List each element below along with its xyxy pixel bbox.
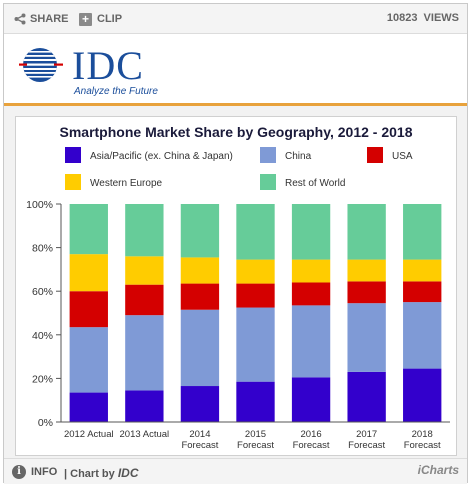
y-tick-label: 100% [26,199,53,211]
x-tick-label: Forecast [293,440,330,451]
bar-segment [347,371,386,422]
bar-segment [180,309,220,387]
legend-label: USA [392,151,413,162]
widget-toolbar: SHARE + CLIP 10823 VIEWS [4,4,467,34]
x-tick-label: 2018 [412,429,433,440]
icharts-label: iCharts [417,463,459,477]
bar-segment [69,327,108,393]
chart-by-brand: IDC [117,466,139,480]
x-tick-label: Forecast [348,440,385,451]
stacked-bar-chart: Smartphone Market Share by Geography, 20… [26,124,450,451]
chart-by-prefix: | Chart by [64,468,115,480]
bar-segment [291,305,331,378]
x-tick-label: 2014 [189,429,210,440]
plus-icon: + [79,12,92,26]
bar-segment [403,302,442,369]
x-tick-label: Forecast [404,440,441,451]
bar-segment [236,307,275,382]
x-tick-label: 2013 Actual [120,429,170,440]
bar-segment [180,386,220,422]
share-label: SHARE [30,13,69,25]
bar-segment [403,281,442,303]
y-tick-label: 20% [32,373,53,385]
chart-box: Smartphone Market Share by Geography, 20… [15,116,457,456]
info-icon[interactable]: i [12,465,26,479]
idc-tagline: Analyze the Future [74,86,158,97]
x-tick-label: 2016 [301,429,322,440]
bar-segment [291,377,331,422]
legend-swatch [260,174,276,190]
y-tick-label: 60% [32,286,53,298]
legend-swatch [65,174,81,190]
legend-label: Western Europe [90,178,163,189]
legend-label: Rest of World [285,178,345,189]
bar-segment [403,368,442,422]
clip-button[interactable]: + CLIP [79,12,122,26]
bar-segment [69,204,108,255]
chart-widget: SHARE + CLIP 10823 VIEWS [3,3,468,484]
x-tick-label: Forecast [181,440,218,451]
share-icon [14,13,26,25]
bar-segment [236,259,275,284]
bar-segment [69,254,108,292]
icharts-logo[interactable]: iCharts [418,463,459,477]
bar-segment [403,259,442,282]
header-divider [4,103,467,106]
bar-segment [236,283,275,308]
legend-swatch [65,147,81,163]
bar-segment [291,282,331,306]
info-button[interactable]: INFO [31,466,58,478]
chart-by-credit: | Chart by IDC [64,466,139,480]
x-tick-label: Forecast [237,440,274,451]
x-tick-label: 2015 [245,429,266,440]
views-label: VIEWS [423,12,459,24]
idc-logo-text: IDC [72,43,144,88]
bar-segment [347,281,386,304]
bar-segment [236,381,275,422]
bar-segment [125,315,164,391]
bar-segment [236,204,275,260]
x-tick-label: 2017 [356,429,377,440]
bar-segment [180,283,220,310]
bar-segment [69,291,108,328]
bar-segment [291,259,331,283]
views-count: 10823 [386,12,418,24]
bar-segment [291,204,331,260]
idc-globe-icon [19,48,63,82]
bar-segment [347,259,386,282]
bar-segment [125,284,164,316]
logo-area: IDC Analyze the Future [4,35,467,103]
bar-segment [125,256,164,285]
bar-segment [180,204,220,258]
x-tick-label: 2012 Actual [64,429,114,440]
share-button[interactable]: SHARE [14,12,69,26]
y-tick-label: 40% [32,330,53,342]
bar-segment [347,204,386,260]
bar-segment [403,204,442,260]
chart-panel: Smartphone Market Share by Geography, 20… [4,106,467,458]
legend-label: China [285,151,312,162]
bar-segment [180,257,220,284]
views-counter: 10823 VIEWS [387,12,459,24]
legend-label: Asia/Pacific (ex. China & Japan) [90,151,233,162]
bar-segment [347,303,386,372]
bar-segment [125,204,164,257]
chart-title: Smartphone Market Share by Geography, 20… [60,124,413,140]
legend-swatch [367,147,383,163]
clip-label: CLIP [97,13,123,25]
y-tick-label: 80% [32,243,53,255]
legend-swatch [260,147,276,163]
bar-segment [69,392,108,422]
widget-footer: i INFO | Chart by IDC iCharts [4,458,467,484]
bar-segment [125,390,164,422]
y-tick-label: 0% [38,417,53,429]
